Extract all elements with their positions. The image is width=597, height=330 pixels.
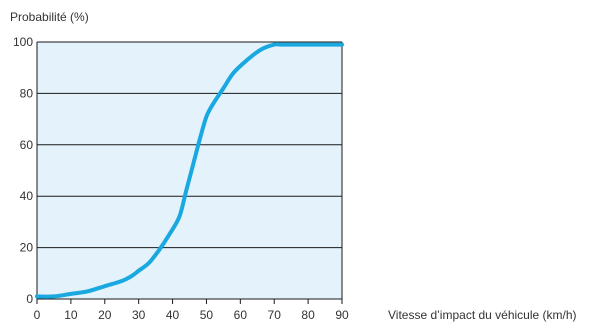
series-line: [35, 42, 344, 299]
gridlines: [37, 41, 342, 249]
x-tick-label-20: 20: [98, 308, 112, 322]
x-tick-label-30: 30: [132, 308, 146, 322]
x-tick-label-50: 50: [200, 308, 214, 322]
tick-labels: 0 10 20 30 40 50 60 70 80 90 0 20 40 60 80 100: [13, 35, 349, 322]
x-tick-label-0: 0: [34, 308, 41, 322]
y-axis-title: Probabilité (%): [10, 10, 89, 24]
y-tick-label-0: 0: [26, 292, 33, 306]
axes: [36, 42, 343, 304]
x-tick-label-60: 60: [234, 308, 248, 322]
y-tick-label-80: 80: [20, 86, 34, 100]
x-tick-label-80: 80: [301, 308, 315, 322]
y-tick-label-60: 60: [20, 138, 34, 152]
x-tick-label-40: 40: [166, 308, 180, 322]
y-tick-label-100: 100: [13, 35, 33, 49]
x-axis-title: Vitesse d’impact du véhicule (km/h): [388, 308, 577, 322]
y-tick-label-20: 20: [20, 241, 34, 255]
x-tick-label-10: 10: [64, 308, 78, 322]
x-tick-label-70: 70: [268, 308, 282, 322]
x-tick-label-90: 90: [335, 308, 349, 322]
y-tick-label-40: 40: [20, 189, 34, 203]
